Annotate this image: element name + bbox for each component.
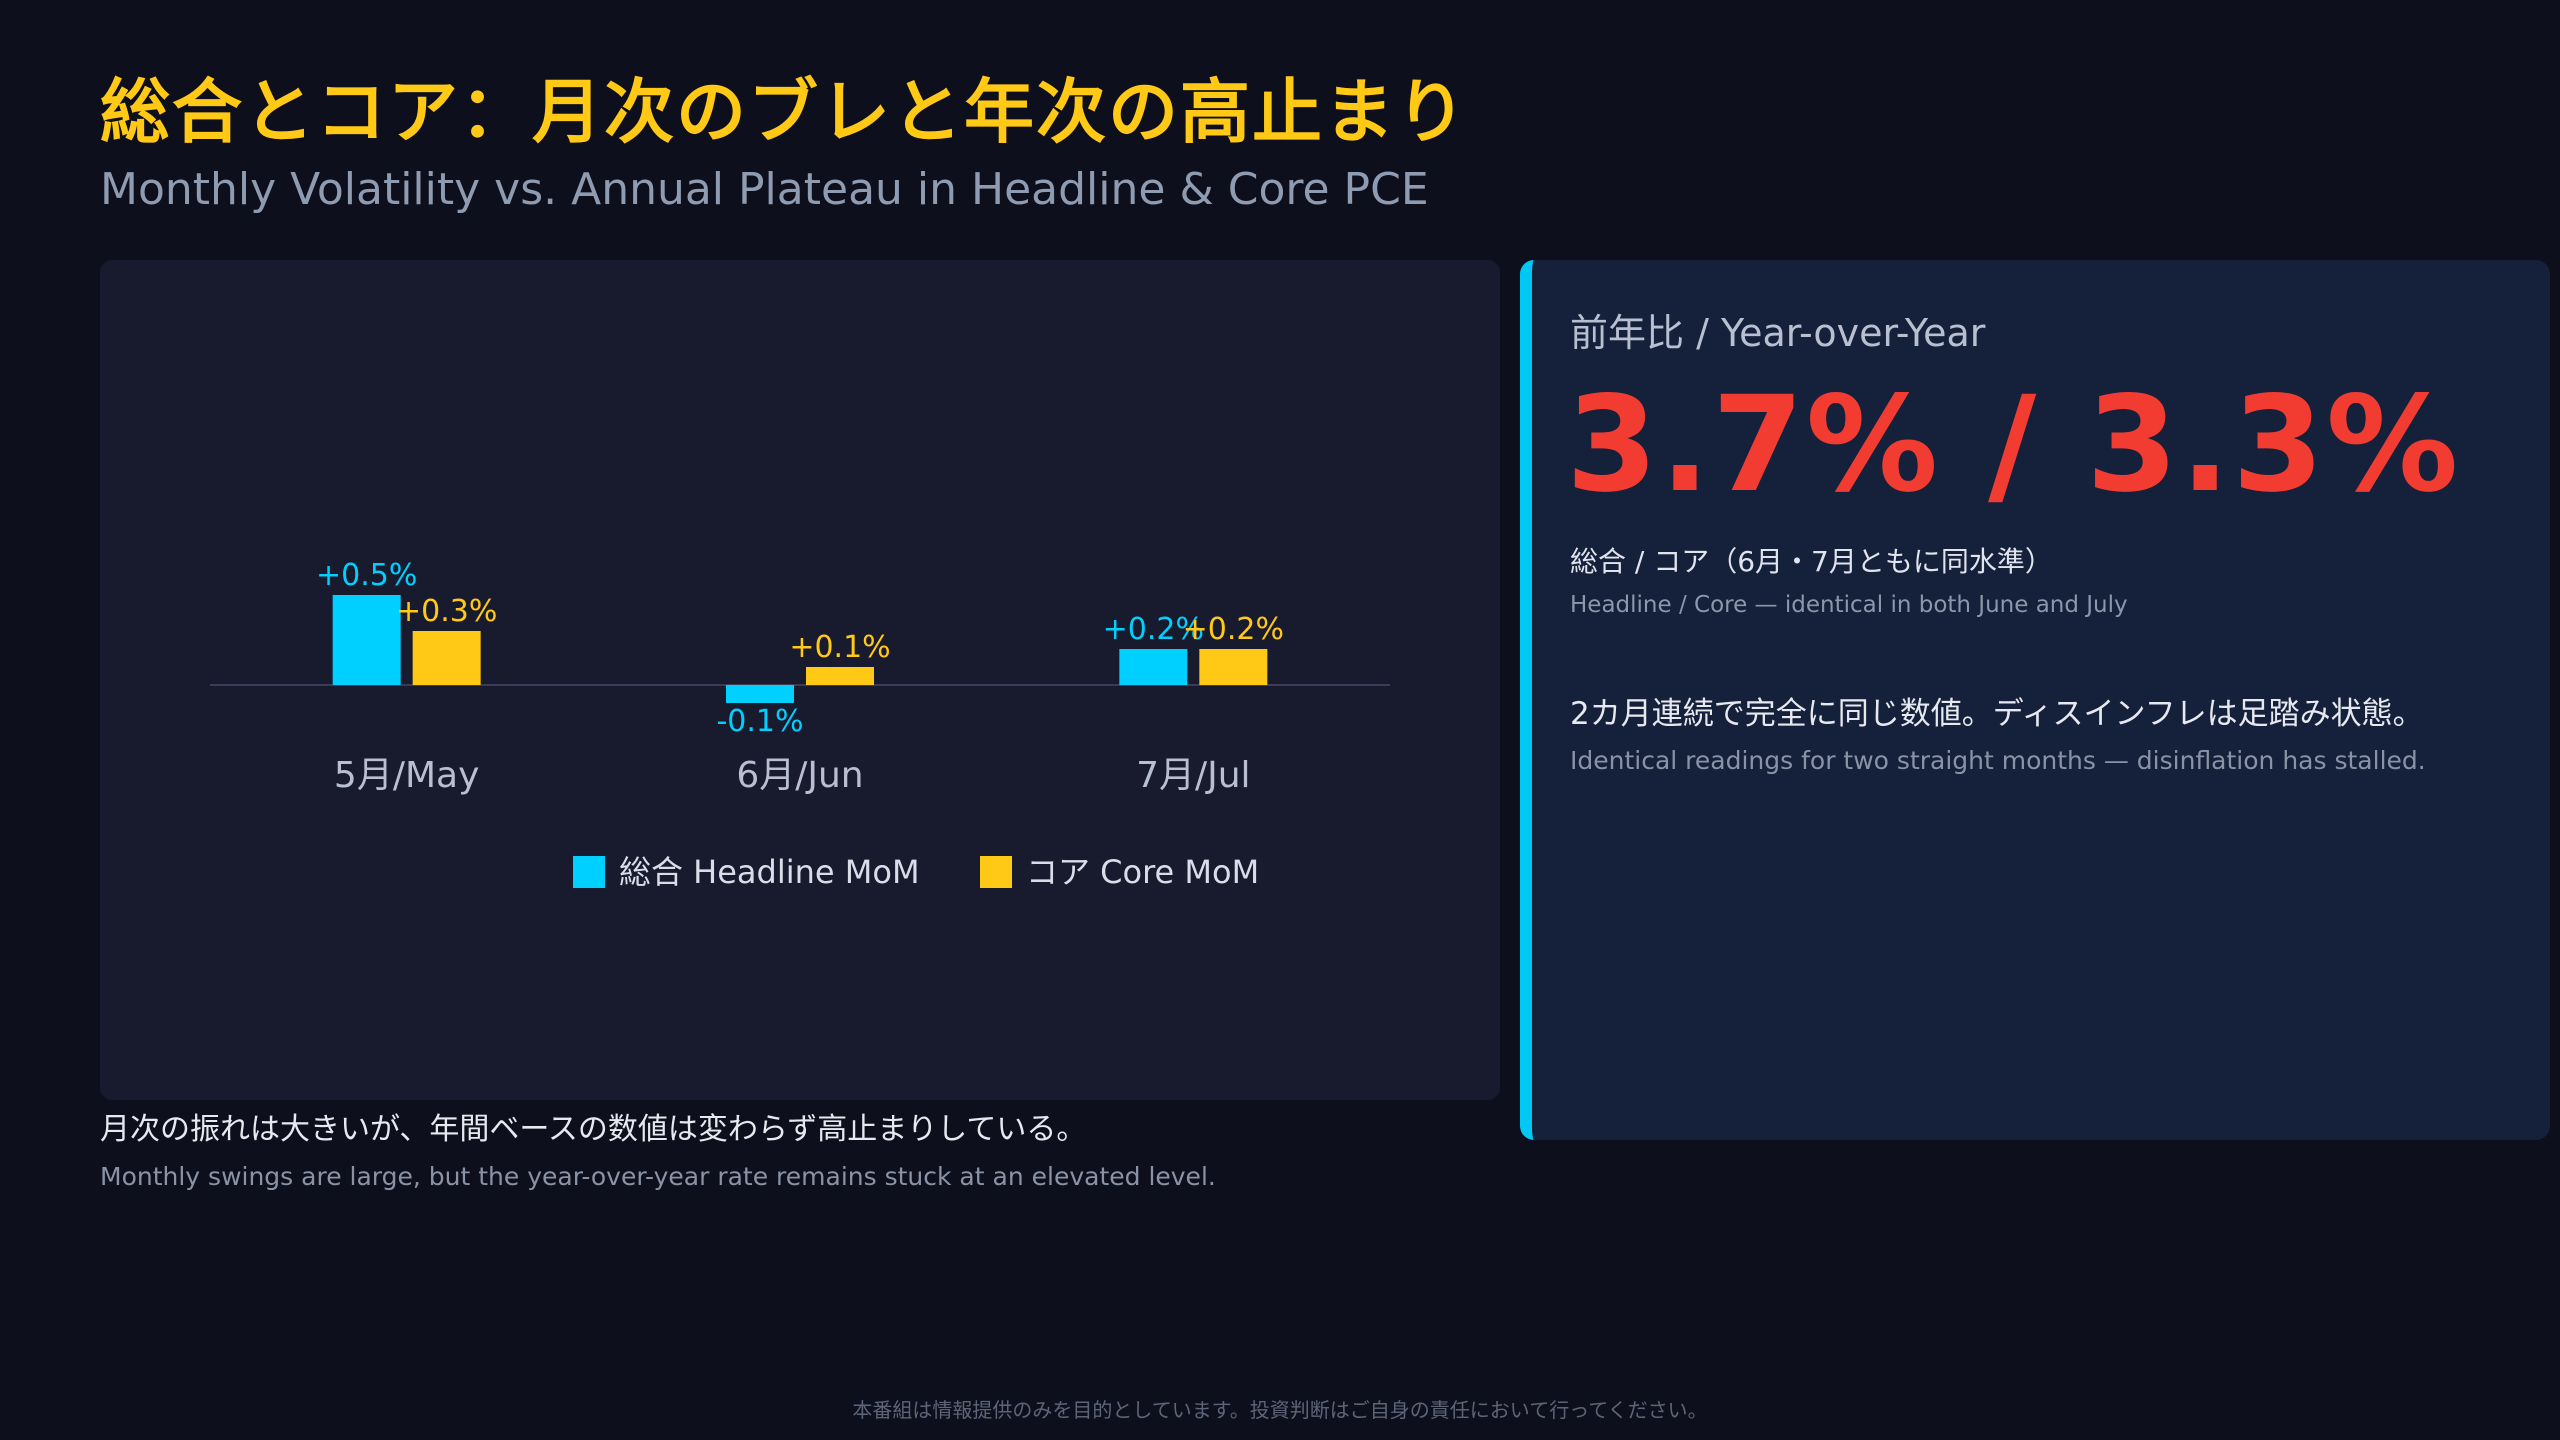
data-label-headline-3: +0.2% xyxy=(1103,612,1204,647)
category-label-1: 5月/May xyxy=(334,755,479,796)
data-label-headline-1: +0.5% xyxy=(316,558,417,593)
data-label-core-1: +0.3% xyxy=(396,594,497,629)
disclaimer: 本番組は情報提供のみを目的としています。投資判断はご自身の責任において行ってくだ… xyxy=(852,1398,1708,1422)
data-label-headline-2: -0.1% xyxy=(716,704,803,739)
yoy-panel: 前年比 / Year-over-Year 3.7% / 3.3% 総合 / コア… xyxy=(1520,260,2550,1140)
bar-headline-1 xyxy=(332,595,401,685)
legend-label-headline: 総合 Headline MoM xyxy=(619,853,920,891)
data-label-core-2: +0.1% xyxy=(789,630,890,665)
page-title: 総合とコア：月次のブレと年次の高止まり xyxy=(100,71,1468,153)
yoy-description-jp: 2カ月連続で完全に同じ数値。ディスインフレは足踏み状態。 xyxy=(1570,696,2424,732)
yoy-caption-en: Headline / Core — identical in both June… xyxy=(1570,592,2128,618)
chart-note-en: Monthly swings are large, but the year-o… xyxy=(100,1162,1216,1191)
category-label-3: 7月/Jul xyxy=(1136,755,1250,796)
data-label-core-3: +0.2% xyxy=(1183,612,1284,647)
bar-core-2 xyxy=(806,667,874,685)
yoy-value: 3.7% / 3.3% xyxy=(1566,368,2461,522)
chart-panel: +0.5% +0.3% 5月/May -0.1% +0.1% 6月/Jun +0.2% +0.… xyxy=(100,260,1500,1100)
legend-swatch-headline xyxy=(573,856,605,888)
yoy-caption-jp: 総合 / コア（6月・7月ともに同水準） xyxy=(1570,545,2053,578)
bar-core-1 xyxy=(412,631,481,685)
legend-swatch-core xyxy=(980,856,1012,888)
bar-headline-3 xyxy=(1119,649,1188,685)
bar-core-3 xyxy=(1199,649,1268,685)
yoy-label: 前年比 / Year-over-Year xyxy=(1570,311,1986,355)
yoy-description-en: Identical readings for two straight mont… xyxy=(1570,746,2426,775)
page-subtitle: Monthly Volatility vs. Annual Plateau in… xyxy=(100,164,1429,215)
chart-note-jp: 月次の振れは大きいが、年間ベースの数値は変わらず高止まりしている。 xyxy=(100,1112,1087,1147)
category-label-2: 6月/Jun xyxy=(736,755,863,796)
mom-bar-chart: +0.5%+0.3% 5月/May -0.1% +0.1% 6月/Jun +0.2%+0.… xyxy=(210,558,1390,891)
legend-label-core: コア Core MoM xyxy=(1026,853,1259,891)
bar-headline-2 xyxy=(726,685,794,703)
